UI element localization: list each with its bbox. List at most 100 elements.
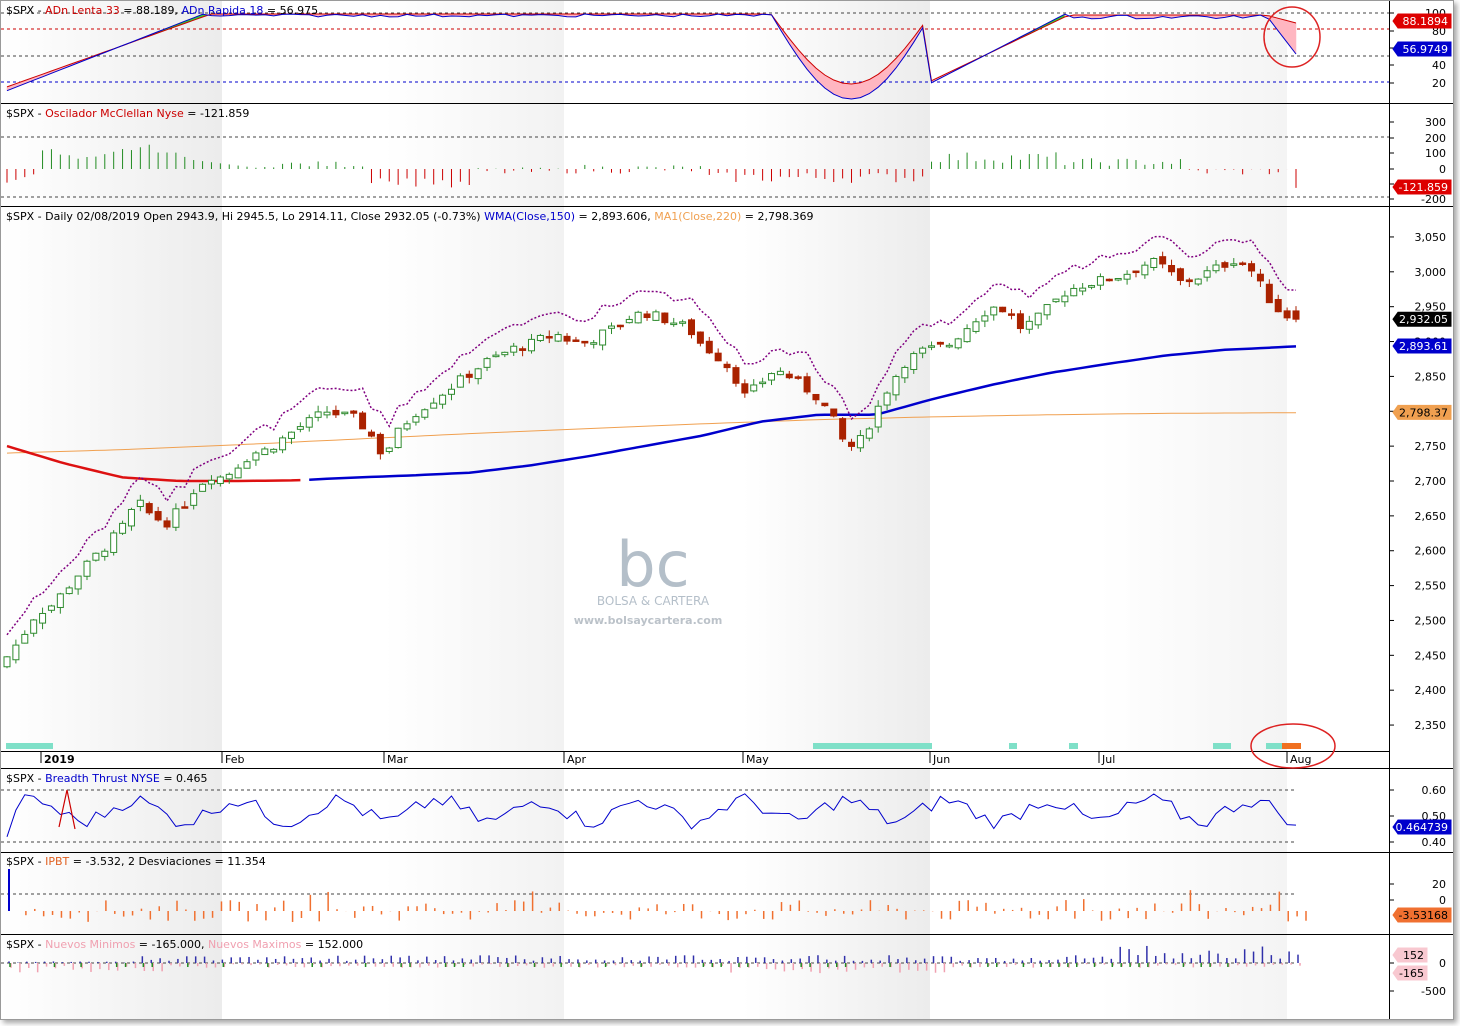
signal-block: [1266, 743, 1282, 749]
candle-body: [190, 493, 198, 506]
highlight-circle-aug: [1250, 723, 1336, 769]
month-band: [384, 207, 564, 751]
ipbt-panel: $SPX - IPBT = -3.532, 2 Desviaciones = 1…: [1, 855, 1307, 922]
candle-body: [172, 508, 180, 528]
month-label: 2019: [44, 753, 75, 766]
candle-body: [581, 340, 589, 344]
candle-body: [679, 321, 687, 324]
candle-body: [439, 394, 447, 405]
candle-body: [1265, 283, 1273, 304]
candle-body: [1052, 298, 1060, 303]
candle-body: [1221, 262, 1229, 268]
candle-body: [945, 344, 953, 348]
candle-body: [136, 499, 144, 508]
month-label: Feb: [225, 753, 244, 766]
price-title: $SPX - Daily 02/08/2019 Open 2943.9, Hi …: [6, 210, 813, 223]
ipbt-axis-tick-label: 20: [1432, 878, 1446, 891]
mcclellan-axis-tick-label: 200: [1425, 132, 1446, 145]
month-band: [743, 104, 930, 206]
ma220-line: [6, 412, 1296, 454]
nuevos-axis-tick-label: -500: [1421, 985, 1446, 998]
adn-lenta-tag-shape: [1392, 13, 1452, 29]
candle-body: [732, 367, 740, 384]
candle-body: [225, 473, 233, 480]
month-label: Jul: [1101, 753, 1115, 766]
watermark-url: www.bolsaycartera.com: [574, 614, 723, 627]
candle-body: [839, 418, 847, 440]
candle-body: [741, 383, 749, 394]
price-axis-tick-label: 2,650: [1415, 510, 1447, 523]
signal-block: [813, 743, 932, 749]
candle-body: [1016, 313, 1024, 330]
month-band: [384, 769, 564, 852]
candle-body: [394, 427, 402, 449]
candle-body: [1025, 320, 1033, 330]
candle-body: [1096, 276, 1104, 286]
candle-body: [110, 532, 118, 553]
month-band: [1099, 853, 1287, 934]
price-axis-tick-label: 2,850: [1415, 370, 1447, 383]
close-tag-text: 2,932.05: [1399, 313, 1448, 326]
candle-body: [92, 552, 100, 561]
month-band: [1, 1, 222, 103]
price-axis-tick-label: 2,600: [1415, 545, 1447, 558]
candle-body: [1212, 264, 1220, 272]
candle-body: [759, 381, 767, 385]
candle-body: [536, 334, 544, 341]
month-band: [1099, 207, 1287, 751]
candle-body: [367, 431, 375, 437]
nuevos-max-tag: 152: [1392, 947, 1428, 963]
wma150-line: [309, 345, 1297, 481]
breadth-title: $SPX - Breadth Thrust NYSE = 0.465: [6, 772, 208, 785]
candles: [3, 251, 1300, 669]
mcclellan-panel: $SPX - Oscilador McClellan Nyse = -121.8…: [1, 107, 1389, 198]
candle-body: [1008, 313, 1016, 316]
candle-body: [599, 329, 607, 346]
month-band: [1099, 769, 1287, 852]
candle-body: [563, 335, 571, 342]
mcclellan-axis-tick-label: 0: [1439, 163, 1446, 176]
candle-body: [625, 318, 633, 324]
candle-body: [696, 331, 704, 344]
candle-body: [30, 619, 38, 634]
breadth-tag-shape: [1392, 819, 1452, 835]
price-panel: $SPX - Daily 02/08/2019 Open 2943.9, Hi …: [3, 210, 1336, 769]
month-band: [1099, 104, 1287, 206]
month-band: [1, 207, 222, 751]
candle-body: [145, 503, 153, 514]
breadth-thrust-panel: $SPX - Breadth Thrust NYSE = 0.465: [1, 772, 1297, 843]
month-label: Apr: [567, 753, 587, 766]
candle-body: [723, 363, 731, 369]
adn-lenta-tag-text: 88.1894: [1403, 15, 1449, 28]
candle-body: [607, 325, 615, 329]
candle-body: [928, 345, 936, 348]
candle-body: [430, 402, 438, 409]
candle-body: [1256, 273, 1264, 282]
watermark-name: BOLSA & CARTERA: [597, 594, 710, 608]
nuevos-min-tag-shape: [1392, 965, 1428, 981]
price-axis-tick-label: 2,450: [1415, 649, 1447, 662]
ipbt-tag-shape: [1392, 907, 1452, 923]
price-axis-tick-label: 2,550: [1415, 580, 1447, 593]
candle-body: [519, 348, 527, 351]
candle-body: [545, 336, 553, 339]
adn-rapida-line: [6, 13, 1297, 100]
candle-body: [12, 644, 20, 661]
candle-body: [821, 402, 829, 407]
wma-tag-text: 2,893.61: [1399, 340, 1448, 353]
candle-body: [39, 612, 47, 624]
candle-body: [314, 411, 322, 418]
month-band: [743, 207, 930, 751]
candle-body: [101, 550, 109, 557]
mcclellan-title: $SPX - Oscilador McClellan Nyse = -121.8…: [6, 107, 249, 120]
month-band: [1099, 1, 1287, 103]
candle-body: [483, 358, 491, 368]
month-axis: 2019 Feb Mar Apr May Jun Jul Aug: [40, 751, 1311, 766]
candle-body: [1150, 257, 1158, 268]
month-band: [743, 769, 930, 852]
candle-body: [323, 411, 331, 416]
candle-body: [1274, 299, 1282, 313]
candle-body: [1283, 310, 1291, 319]
mcclellan-axis-tick-label: -200: [1421, 193, 1446, 206]
